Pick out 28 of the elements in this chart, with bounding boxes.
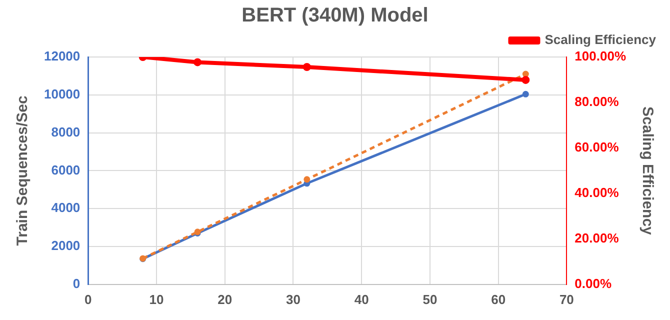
x-tick-label: 40 [354, 292, 369, 307]
x-tick-label: 50 [422, 292, 438, 307]
chart-title: BERT (340M) Model [242, 4, 428, 27]
x-tick-label: 10 [149, 292, 164, 307]
y-tick-label: 10000 [44, 86, 80, 102]
y-tick-label: 4000 [51, 200, 80, 216]
y-tick-label: 12000 [44, 48, 80, 64]
y-tick-label: 0 [72, 276, 80, 291]
y-tick-label: 6000 [51, 162, 80, 178]
point [522, 90, 529, 98]
x-tick-label: 0 [84, 292, 92, 307]
x-tick-label: 20 [218, 292, 232, 307]
y2-tick-label: 80.00% [574, 94, 620, 110]
y-tick-label: 2000 [51, 238, 80, 254]
point [522, 70, 529, 78]
point [304, 176, 310, 183]
y2-tick-label: 100.00% [574, 48, 626, 64]
y-tick-label: 8000 [51, 124, 80, 140]
y2-tick-label: 60.00% [574, 140, 620, 155]
x-tick-label: 30 [286, 292, 300, 307]
y2-tick-label: 20.00% [574, 230, 620, 246]
y-axis-title: Train Sequences/Sec [14, 96, 32, 246]
y2-tick-label: 0.00% [574, 276, 612, 291]
x-tick-label: 70 [559, 292, 574, 307]
y2-tick-label: 40.00% [574, 185, 620, 200]
x-tick-label: 60 [491, 292, 506, 307]
legend-label: Scaling Efficiency [544, 32, 657, 48]
y2-axis-title: Scaling Efficiency [638, 106, 656, 236]
